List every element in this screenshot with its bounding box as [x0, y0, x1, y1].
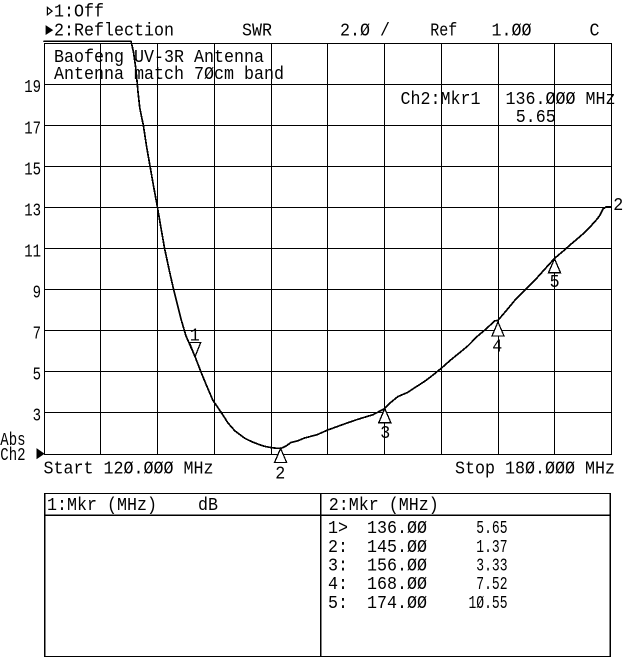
svg-text:3: 3	[380, 423, 390, 444]
svg-text:174.ØØ: 174.ØØ	[367, 593, 427, 614]
svg-text:Baofeng UV-3R Antenna: Baofeng UV-3R Antenna	[54, 47, 264, 68]
svg-text:2: 2	[275, 464, 285, 485]
svg-text:1.37: 1.37	[476, 537, 507, 558]
svg-text:5.65: 5.65	[476, 518, 507, 539]
svg-text:17: 17	[24, 117, 41, 139]
svg-text:15: 15	[24, 158, 41, 180]
svg-text:1:Mkr (MHz): 1:Mkr (MHz)	[47, 495, 157, 516]
svg-text:5.65: 5.65	[516, 107, 556, 128]
svg-text:4:: 4:	[328, 574, 348, 595]
svg-text:Ch2: Ch2	[0, 444, 25, 466]
svg-text:2:Mkr (MHz): 2:Mkr (MHz)	[329, 495, 439, 516]
svg-text:Ch2:Mkr1: Ch2:Mkr1	[401, 89, 481, 110]
svg-text:5: 5	[550, 272, 560, 293]
svg-text:2:: 2:	[328, 537, 348, 558]
svg-text:136.ØØØ MHz: 136.ØØØ MHz	[506, 89, 616, 110]
svg-text:7: 7	[33, 323, 41, 345]
svg-text:3: 3	[33, 405, 41, 427]
svg-text:C: C	[590, 21, 600, 42]
svg-text:136.ØØ: 136.ØØ	[367, 518, 427, 539]
svg-text:168.ØØ: 168.ØØ	[367, 574, 427, 595]
svg-text:2.Ø /: 2.Ø /	[340, 21, 390, 42]
svg-text:11: 11	[24, 241, 41, 263]
svg-text:156.ØØ: 156.ØØ	[367, 556, 427, 577]
svg-text:145.ØØ: 145.ØØ	[367, 537, 427, 558]
svg-text:dB: dB	[198, 495, 218, 516]
svg-text:19: 19	[24, 76, 41, 98]
svg-text:4: 4	[492, 337, 502, 358]
svg-text:7.52: 7.52	[476, 574, 507, 595]
svg-text:1>: 1>	[328, 518, 348, 539]
svg-text:1:Off: 1:Off	[54, 2, 104, 23]
svg-text:Antenna match 7Øcm band: Antenna match 7Øcm band	[54, 64, 284, 85]
svg-text:1Ø.55: 1Ø.55	[469, 593, 508, 614]
svg-text:13: 13	[24, 200, 41, 222]
svg-text:Stop 18Ø.ØØØ MHz: Stop 18Ø.ØØØ MHz	[455, 459, 615, 480]
svg-text:9: 9	[33, 282, 41, 304]
svg-text:5:: 5:	[328, 593, 348, 614]
svg-text:SWR: SWR	[242, 21, 272, 42]
svg-text:2:Reflection: 2:Reflection	[54, 21, 174, 42]
svg-text:Ref: Ref	[430, 21, 457, 42]
svg-text:Abs: Abs	[0, 429, 25, 451]
svg-text:2: 2	[613, 195, 623, 216]
svg-text:1: 1	[190, 325, 200, 346]
svg-text:3:: 3:	[328, 556, 348, 577]
svg-text:Start 12Ø.ØØØ MHz: Start 12Ø.ØØØ MHz	[44, 459, 214, 480]
svg-text:5: 5	[33, 364, 41, 386]
svg-text:3.33: 3.33	[476, 555, 507, 576]
svg-text:1.ØØ: 1.ØØ	[492, 21, 532, 42]
